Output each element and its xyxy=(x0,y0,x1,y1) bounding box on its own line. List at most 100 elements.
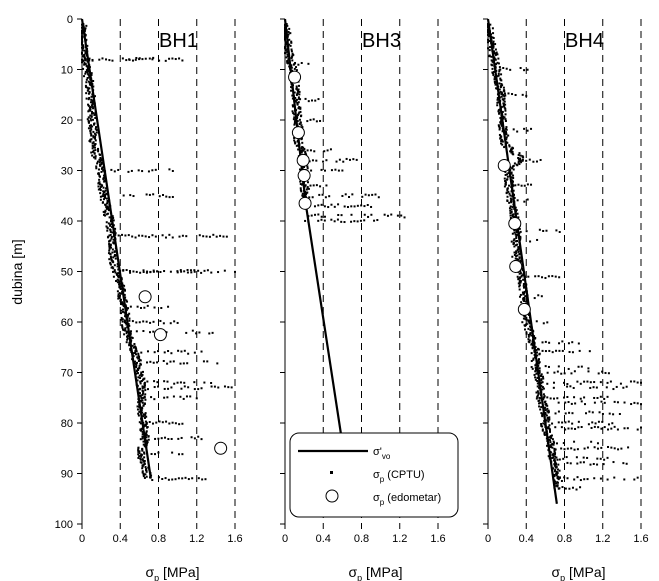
cptu-point xyxy=(515,250,518,253)
cptu-point xyxy=(193,270,196,273)
cptu-point xyxy=(567,367,570,370)
cptu-point xyxy=(520,275,523,278)
cptu-point xyxy=(505,192,508,195)
cptu-point xyxy=(204,478,207,481)
cptu-point xyxy=(294,61,297,64)
cptu-point xyxy=(90,72,93,75)
cptu-point xyxy=(197,269,200,272)
cptu-point xyxy=(208,235,211,238)
cptu-point xyxy=(500,73,503,76)
cptu-point xyxy=(605,386,608,389)
cptu-point xyxy=(140,461,143,464)
cptu-point xyxy=(95,167,98,170)
cptu-point xyxy=(528,322,531,325)
cptu-point xyxy=(551,446,554,449)
y-tick-label: 20 xyxy=(61,115,73,127)
cptu-point xyxy=(570,372,573,375)
cptu-point xyxy=(160,437,163,440)
cptu-point xyxy=(145,415,148,418)
cptu-point xyxy=(90,115,93,118)
cptu-point xyxy=(584,403,587,406)
cptu-point xyxy=(107,222,110,225)
cptu-point xyxy=(139,381,142,384)
cptu-point xyxy=(555,473,558,476)
cptu-point xyxy=(599,477,602,480)
cptu-point xyxy=(137,352,140,355)
cptu-point xyxy=(508,144,511,147)
cptu-point xyxy=(234,270,236,273)
cptu-point xyxy=(197,388,200,391)
cptu-point xyxy=(180,387,183,390)
cptu-point xyxy=(496,98,499,101)
cptu-point xyxy=(129,305,132,308)
cptu-point xyxy=(513,253,516,256)
cptu-point xyxy=(299,121,302,124)
cptu-point xyxy=(557,410,560,413)
cptu-point xyxy=(180,436,183,439)
cptu-point xyxy=(109,223,112,226)
cptu-point xyxy=(114,271,117,274)
cptu-point xyxy=(294,142,297,145)
cptu-point xyxy=(145,193,148,196)
cptu-point xyxy=(112,270,115,273)
cptu-point xyxy=(586,380,589,383)
cptu-point xyxy=(536,351,539,354)
cptu-point xyxy=(83,62,86,65)
cptu-point xyxy=(206,269,209,272)
cptu-point xyxy=(101,195,104,198)
cptu-point xyxy=(564,421,567,424)
cptu-point xyxy=(551,275,554,278)
cptu-point xyxy=(129,332,132,335)
cptu-point xyxy=(86,118,89,121)
cptu-point xyxy=(383,213,386,216)
cptu-point xyxy=(487,32,490,35)
cptu-point xyxy=(191,477,194,480)
cptu-point xyxy=(88,87,91,90)
cptu-point xyxy=(509,197,512,200)
cptu-point xyxy=(89,130,92,133)
cptu-point xyxy=(113,170,116,173)
cptu-point xyxy=(555,229,558,232)
cptu-point xyxy=(145,271,148,274)
cptu-point xyxy=(115,279,118,282)
cptu-point xyxy=(503,95,506,98)
cptu-point xyxy=(566,461,569,464)
cptu-point xyxy=(99,164,102,167)
cptu-point xyxy=(89,138,92,141)
cptu-point xyxy=(519,279,522,282)
cptu-point xyxy=(323,205,326,208)
cptu-point xyxy=(622,386,625,389)
cptu-point xyxy=(299,180,302,183)
cptu-point xyxy=(543,407,546,410)
cptu-point xyxy=(142,440,145,443)
cptu-point xyxy=(523,184,526,187)
cptu-point xyxy=(108,209,111,212)
cptu-point xyxy=(128,269,131,272)
cptu-point xyxy=(518,253,521,256)
cptu-point xyxy=(190,436,193,439)
cptu-point xyxy=(601,420,604,423)
cptu-point xyxy=(139,382,142,385)
edometer-point xyxy=(508,217,522,231)
cptu-point xyxy=(81,30,83,33)
cptu-point xyxy=(587,423,590,426)
cptu-point xyxy=(497,57,500,60)
cptu-point xyxy=(295,85,298,88)
cptu-point xyxy=(593,401,596,404)
cptu-point xyxy=(156,381,159,384)
cptu-point xyxy=(138,450,141,453)
cptu-point xyxy=(544,340,547,343)
cptu-point xyxy=(89,140,92,143)
cptu-point xyxy=(502,67,505,70)
cptu-point xyxy=(575,456,578,459)
cptu-point xyxy=(492,73,495,76)
cptu-point xyxy=(299,183,302,186)
cptu-point xyxy=(579,382,582,385)
cptu-point xyxy=(577,365,580,368)
cptu-point xyxy=(144,423,147,426)
cptu-point xyxy=(613,400,616,403)
cptu-point xyxy=(633,401,636,404)
cptu-point xyxy=(284,44,287,47)
cptu-point xyxy=(111,215,114,218)
cptu-point xyxy=(512,174,515,177)
